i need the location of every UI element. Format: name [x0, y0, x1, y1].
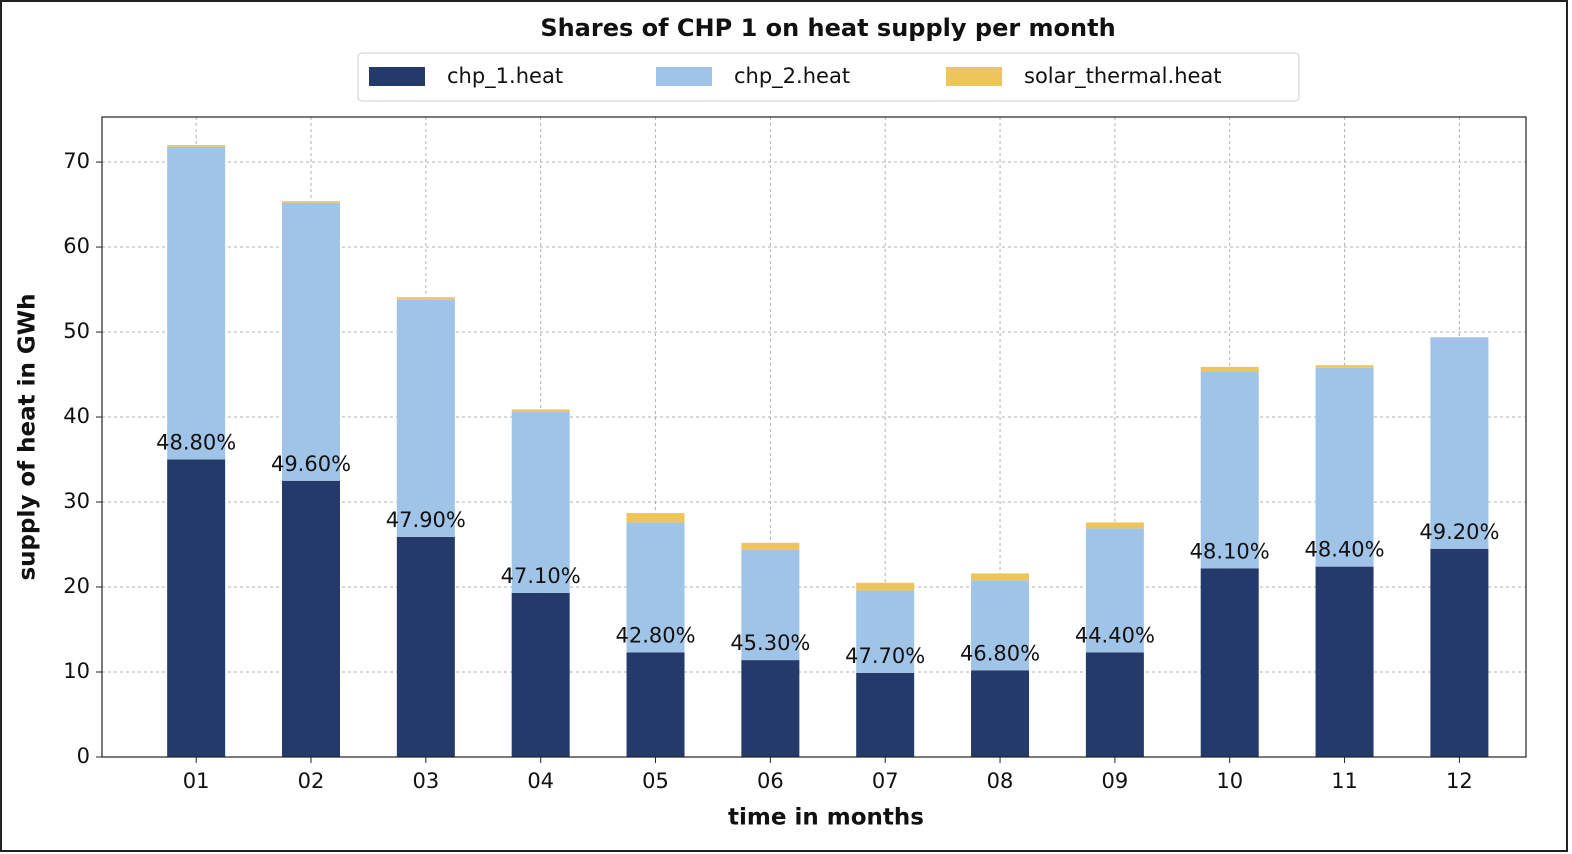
- x-tick-label: 02: [298, 769, 325, 793]
- bar-segment: [1430, 337, 1489, 549]
- legend-swatch: [369, 67, 425, 86]
- bar-segment: [511, 411, 570, 593]
- plot-frame: [101, 116, 1527, 758]
- bar-segment: [396, 299, 455, 537]
- bar-segment: [971, 580, 1030, 671]
- bar-segment: [396, 297, 455, 300]
- legend-label: chp_1.heat: [447, 64, 563, 89]
- bar-segment: [856, 672, 915, 757]
- share-label: 47.10%: [501, 564, 581, 588]
- bar-segment: [282, 202, 341, 481]
- bar-segment: [626, 513, 685, 523]
- y-tick-label: 60: [63, 234, 90, 258]
- share-label: 47.90%: [386, 508, 466, 532]
- x-tick-label: 06: [757, 769, 784, 793]
- x-axis-label: time in months: [728, 805, 924, 831]
- share-label: 48.40%: [1305, 538, 1385, 562]
- x-tick-label: 05: [642, 769, 669, 793]
- bar-segment: [741, 660, 800, 757]
- y-tick-label: 10: [63, 659, 90, 683]
- y-tick-label: 40: [63, 404, 90, 428]
- bar-segment: [1200, 371, 1259, 569]
- bar-segment: [282, 201, 341, 203]
- share-label: 42.80%: [615, 623, 695, 647]
- bar-segment: [741, 542, 800, 550]
- x-tick-label: 09: [1102, 769, 1129, 793]
- bar-segment: [511, 592, 570, 757]
- bar-segment: [1315, 566, 1374, 757]
- bar-segment: [626, 652, 685, 757]
- bar-segment: [1430, 548, 1489, 757]
- bar-segment: [856, 582, 915, 591]
- bar-segment: [167, 459, 226, 757]
- bar-segment: [1085, 528, 1144, 653]
- bar-segment: [282, 480, 341, 757]
- share-label: 48.80%: [156, 431, 236, 455]
- chart-title: Shares of CHP 1 on heat supply per month: [540, 14, 1115, 42]
- bar-segment: [167, 145, 226, 147]
- legend-label: chp_2.heat: [734, 64, 850, 89]
- bar-segment: [1430, 337, 1489, 338]
- x-tick-label: 11: [1331, 769, 1358, 793]
- bar-segment: [1315, 365, 1374, 368]
- legend-box: [357, 52, 1300, 102]
- y-tick-label: 30: [63, 489, 90, 513]
- bar-segment: [396, 536, 455, 757]
- bar-segment: [1315, 367, 1374, 567]
- x-tick-label: 03: [412, 769, 439, 793]
- share-label: 46.80%: [960, 641, 1040, 665]
- share-label: 44.40%: [1075, 623, 1155, 647]
- bar-segment: [741, 549, 800, 661]
- y-tick-label: 70: [63, 149, 90, 173]
- legend-swatch: [946, 67, 1002, 86]
- bar-segment: [1085, 522, 1144, 529]
- share-label: 47.70%: [845, 644, 925, 668]
- share-label: 49.20%: [1419, 520, 1499, 544]
- y-tick-label: 0: [77, 744, 90, 768]
- bar-segment: [1085, 652, 1144, 757]
- y-tick-label: 20: [63, 574, 90, 598]
- x-tick-label: 04: [527, 769, 554, 793]
- bar-segment: [511, 409, 570, 412]
- legend-label: solar_thermal.heat: [1024, 64, 1222, 89]
- x-tick-label: 07: [872, 769, 899, 793]
- legend-swatch: [656, 67, 712, 86]
- x-tick-label: 01: [183, 769, 210, 793]
- bar-segment: [1200, 366, 1259, 372]
- bar-segment: [626, 522, 685, 653]
- bar-segment: [167, 146, 226, 460]
- bar-segment: [1200, 568, 1259, 757]
- x-tick-label: 12: [1446, 769, 1473, 793]
- share-label: 49.60%: [271, 452, 351, 476]
- x-tick-label: 10: [1216, 769, 1243, 793]
- bar-segment: [971, 670, 1030, 757]
- bar-segment: [856, 590, 915, 673]
- y-axis-label: supply of heat in GWh: [15, 293, 41, 580]
- y-tick-label: 50: [63, 319, 90, 343]
- x-tick-label: 08: [987, 769, 1014, 793]
- bar-segment: [971, 573, 1030, 581]
- share-label: 45.30%: [730, 631, 810, 655]
- share-label: 48.10%: [1190, 539, 1270, 563]
